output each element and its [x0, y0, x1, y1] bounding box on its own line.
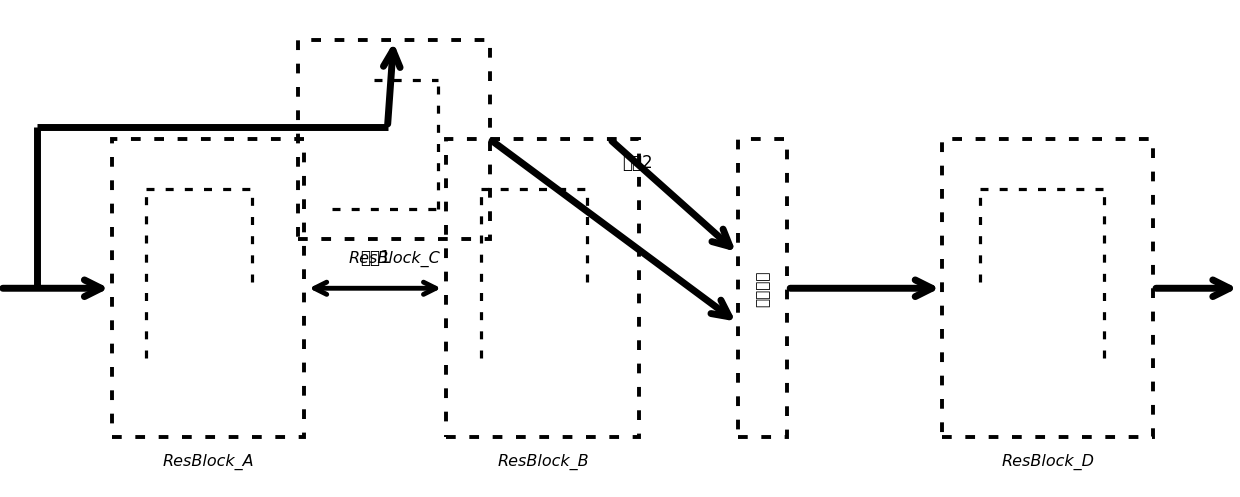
Bar — [942, 139, 1153, 437]
Bar — [446, 139, 639, 437]
Text: ResBlock_C: ResBlock_C — [348, 250, 440, 266]
Text: 池刖1: 池刖1 — [360, 249, 391, 267]
Bar — [298, 40, 490, 239]
Text: 池刖2: 池刖2 — [622, 154, 652, 172]
Text: ResBlock_A: ResBlock_A — [162, 454, 254, 470]
Text: ResBlock_D: ResBlock_D — [1002, 454, 1094, 470]
Bar — [738, 139, 787, 437]
Text: 并联融合: 并联融合 — [755, 270, 770, 307]
Bar — [112, 139, 304, 437]
Text: ResBlock_B: ResBlock_B — [497, 454, 589, 470]
